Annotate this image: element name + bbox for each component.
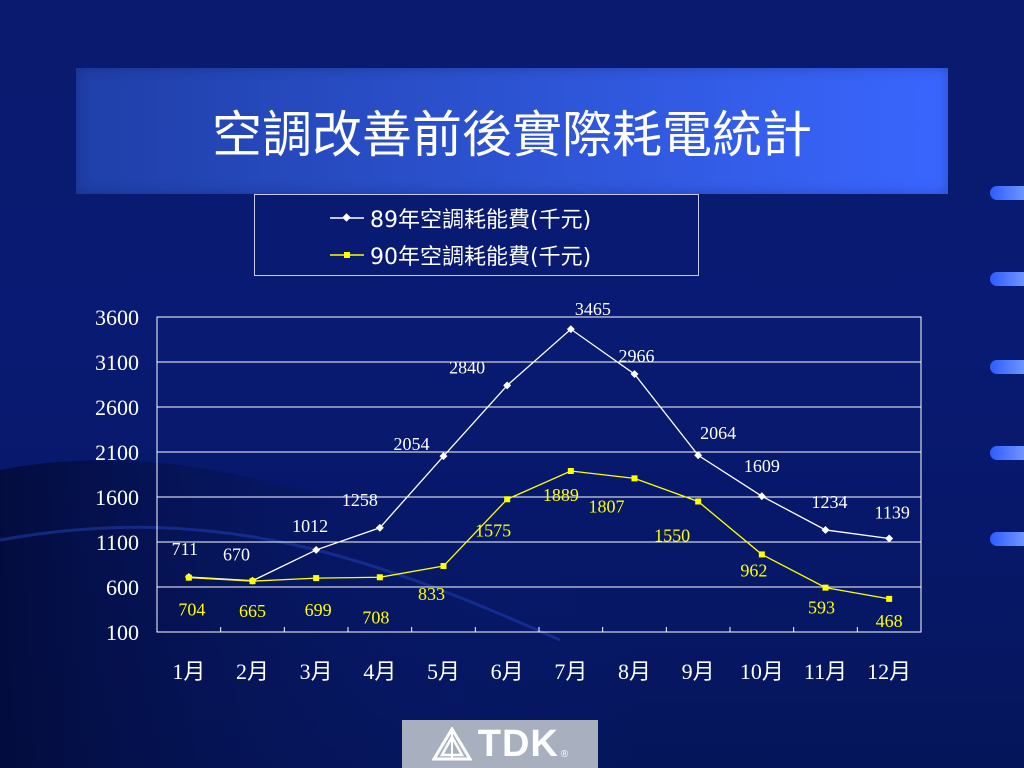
legend-item-89: 89年空調耗能費(千元) [330,205,592,233]
decor-stripe [990,272,1024,286]
legend-marker-square-icon [330,252,364,258]
title-bar: 空調改善前後實際耗電統計 [76,68,948,194]
x-tick-label: 9月 [682,659,715,684]
data-label-90: 962 [740,560,767,580]
plot-frame [156,316,922,633]
data-label-89: 1012 [292,516,328,536]
data-point-89 [503,381,512,390]
registered-mark: ® [560,749,569,760]
data-label-90: 593 [808,598,835,618]
x-tick-label: 3月 [300,659,333,684]
legend-item-90: 90年空調耗能費(千元) [330,242,592,270]
data-label-89: 711 [172,539,198,559]
x-tick-label: 1月 [172,659,205,684]
data-point-90 [185,574,192,581]
x-tick-label: 10月 [740,659,784,684]
legend-label-90: 90年空調耗能費(千元) [370,245,592,270]
y-tick-label: 2100 [95,440,139,465]
chart-legend: 89年空調耗能費(千元) 90年空調耗能費(千元) [254,194,699,276]
y-tick-label: 3100 [95,350,139,375]
x-tick-label: 6月 [491,659,524,684]
legend-label-89: 89年空調耗能費(千元) [370,208,592,233]
tdk-logo: TDK ® [402,720,598,768]
data-label-89: 2840 [449,357,485,377]
y-tick-label: 1600 [95,485,139,510]
decor-stripe [990,532,1024,546]
data-label-89: 3465 [575,299,611,319]
data-point-90 [313,575,320,582]
data-label-89: 1139 [874,502,909,522]
data-point-90 [822,584,829,591]
data-point-89 [439,452,448,461]
data-label-89: 1258 [342,490,378,510]
data-label-90: 704 [178,600,205,620]
decor-stripe [990,186,1024,200]
data-point-89 [694,451,703,460]
x-tick-label: 2月 [236,659,269,684]
data-point-90 [440,563,447,570]
data-point-89 [821,525,830,534]
x-tick-label: 5月 [427,659,460,684]
data-point-90 [695,498,702,505]
data-label-90: 708 [362,607,389,627]
x-tick-label: 4月 [363,659,396,684]
data-point-90 [376,574,383,581]
data-label-90: 833 [418,584,445,604]
y-tick-label: 1100 [96,530,139,555]
data-label-89: 2054 [394,434,430,454]
y-tick-label: 2600 [95,395,139,420]
tdk-logo-text: TDK [477,722,559,765]
series-line-89 [188,328,890,582]
data-label-90: 665 [239,601,266,621]
data-point-90 [567,467,574,474]
y-tick-label: 600 [106,575,139,600]
data-point-89 [885,534,894,543]
x-tick-label: 12月 [867,659,911,684]
tdk-emblem-icon [431,727,472,761]
decor-stripe [990,360,1024,374]
data-point-90 [886,595,893,602]
series-line-90 [188,470,890,600]
data-label-90: 699 [305,600,332,620]
data-point-90 [504,496,511,503]
data-label-89: 670 [223,545,250,565]
data-point-90 [758,551,765,558]
data-label-89: 1234 [812,492,848,512]
slide-title: 空調改善前後實際耗電統計 [212,106,812,164]
x-tick-label: 8月 [618,659,651,684]
data-label-90: 1550 [654,526,690,546]
data-label-89: 2064 [700,423,736,443]
data-label-89: 1609 [744,456,780,476]
data-point-90 [249,578,256,585]
decor-stripe [990,446,1024,460]
data-label-90: 1807 [589,496,625,516]
data-label-89: 2966 [619,346,655,366]
y-tick-label: 3600 [95,305,139,330]
data-point-89 [757,492,766,501]
data-point-90 [631,475,638,482]
data-point-89 [312,545,321,554]
x-tick-label: 7月 [554,659,587,684]
data-label-90: 1575 [475,520,511,540]
legend-marker-diamond-icon [330,213,364,222]
y-tick-label: 100 [106,620,139,645]
data-label-90: 1889 [543,485,579,505]
data-label-90: 468 [876,611,903,631]
x-tick-label: 11月 [804,659,847,684]
